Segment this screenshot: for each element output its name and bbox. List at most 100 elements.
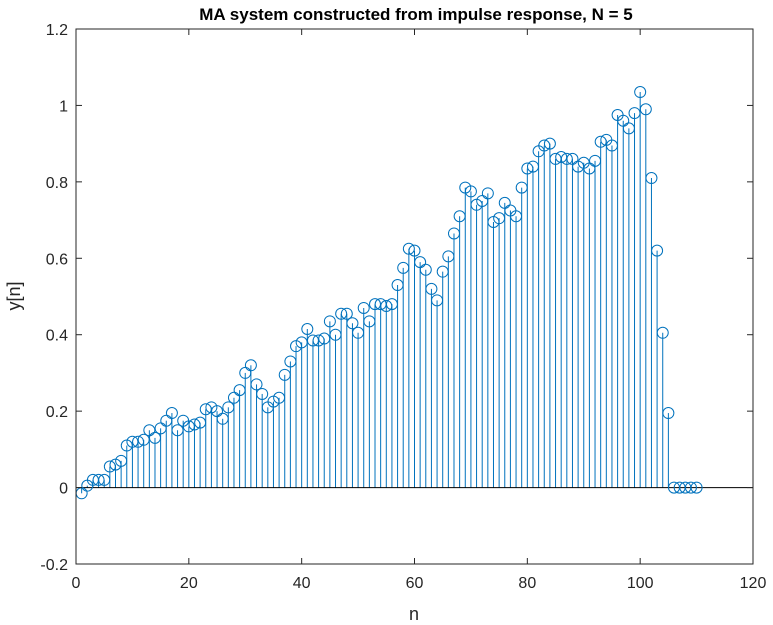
stem-marker — [352, 326, 365, 339]
stem-marker — [312, 334, 325, 347]
stem-marker — [425, 282, 438, 295]
y-tick-label: 0.8 — [46, 175, 68, 192]
stem-marker — [278, 368, 291, 381]
x-axis-label: n — [409, 604, 419, 624]
stem-marker — [284, 355, 297, 368]
stem-marker — [526, 160, 539, 173]
chart-title: MA system constructed from impulse respo… — [199, 5, 632, 24]
y-tick-label: 0.4 — [46, 328, 68, 345]
stem-marker — [216, 412, 229, 425]
stem-marker — [295, 336, 308, 349]
y-tick-label: 1.2 — [46, 22, 68, 39]
stem-marker — [92, 473, 105, 486]
x-tick-label: 120 — [740, 575, 767, 592]
stem-marker — [589, 154, 602, 167]
stem-marker — [391, 279, 404, 292]
stem-marker — [115, 454, 128, 467]
stem-marker — [335, 307, 348, 320]
stem-marker — [414, 256, 427, 269]
stem-marker — [493, 212, 506, 225]
stem-marker — [340, 307, 353, 320]
stem-marker — [171, 424, 184, 437]
stem-marker — [165, 407, 178, 420]
stem-marker — [498, 196, 511, 209]
stem-marker — [622, 122, 635, 135]
stem-marker — [137, 433, 150, 446]
stem-marker — [628, 107, 641, 120]
stem-marker — [645, 172, 658, 185]
stem-marker — [419, 263, 432, 276]
y-tick-label: -0.2 — [40, 557, 68, 574]
stem-marker — [182, 420, 195, 433]
stem-marker — [521, 162, 534, 175]
stem-marker — [634, 86, 647, 99]
stem-marker — [250, 378, 263, 391]
stem-marker — [690, 481, 703, 494]
stem-marker — [199, 403, 212, 416]
stem-marker — [244, 359, 257, 372]
stem-marker — [363, 315, 376, 328]
stem-marker — [143, 424, 156, 437]
stem-marker — [301, 322, 314, 335]
stem-marker — [385, 298, 398, 311]
stem-marker — [639, 103, 652, 116]
stem-marker — [617, 114, 630, 127]
stem-marker — [436, 265, 449, 278]
stem-marker — [233, 384, 246, 397]
stem-marker — [126, 435, 139, 448]
stem-marker — [543, 137, 556, 150]
stem-marker — [555, 151, 568, 164]
stem-marker — [402, 242, 415, 255]
stem-marker — [464, 185, 477, 198]
y-ticks-group: -0.2 0 0.2 0.4 0.6 0.8 1 1.2 — [40, 22, 753, 574]
stem-marker — [211, 405, 224, 418]
stem-marker — [323, 315, 336, 328]
stem-marker — [515, 181, 528, 194]
x-tick-label: 60 — [406, 575, 424, 592]
stem-marker — [453, 210, 466, 223]
markers-group — [75, 86, 703, 500]
stem-marker — [329, 328, 342, 341]
y-axis-label: y[n] — [4, 281, 24, 310]
stem-marker — [397, 261, 410, 274]
stem-marker — [132, 435, 145, 448]
stem-marker — [306, 334, 319, 347]
stems-group — [81, 92, 669, 494]
stem-marker — [318, 332, 331, 345]
stem-marker — [98, 473, 111, 486]
y-tick-label: 1 — [59, 98, 68, 115]
stem-marker — [222, 401, 235, 414]
x-tick-label: 0 — [72, 575, 81, 592]
x-ticks-group: 0 20 40 60 80 100 120 — [72, 29, 767, 592]
stem-marker — [103, 460, 116, 473]
stem-marker — [239, 366, 252, 379]
stem-marker — [566, 152, 579, 165]
stem-marker — [256, 387, 269, 400]
stem-marker — [408, 244, 421, 257]
stem-marker — [538, 139, 551, 152]
stem-marker — [594, 135, 607, 148]
stem-marker — [684, 481, 697, 494]
y-tick-label: 0.2 — [46, 404, 68, 421]
stem-marker — [369, 298, 382, 311]
stem-marker — [656, 326, 669, 339]
stem-marker — [583, 162, 596, 175]
y-tick-label: 0 — [59, 481, 68, 498]
stem-marker — [380, 300, 393, 313]
stem-marker — [431, 294, 444, 307]
stem-marker — [148, 431, 161, 444]
stem-marker — [651, 244, 664, 257]
stem-marker — [560, 152, 573, 165]
x-tick-label: 40 — [293, 575, 311, 592]
stem-marker — [273, 391, 286, 404]
x-tick-label: 20 — [180, 575, 198, 592]
x-tick-label: 100 — [627, 575, 654, 592]
stem-marker — [442, 250, 455, 263]
x-tick-label: 80 — [518, 575, 536, 592]
stem-marker — [346, 317, 359, 330]
stem-marker — [510, 210, 523, 223]
stem-marker — [447, 227, 460, 240]
stem-marker — [481, 187, 494, 200]
stem-marker — [476, 194, 489, 207]
stem-marker — [154, 422, 167, 435]
